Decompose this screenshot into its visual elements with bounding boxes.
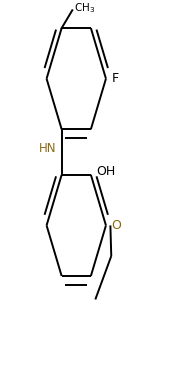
Text: HN: HN (39, 142, 56, 155)
Text: CH$_3$: CH$_3$ (74, 1, 95, 15)
Text: O: O (111, 219, 121, 232)
Text: OH: OH (96, 165, 115, 178)
Text: F: F (111, 72, 118, 85)
